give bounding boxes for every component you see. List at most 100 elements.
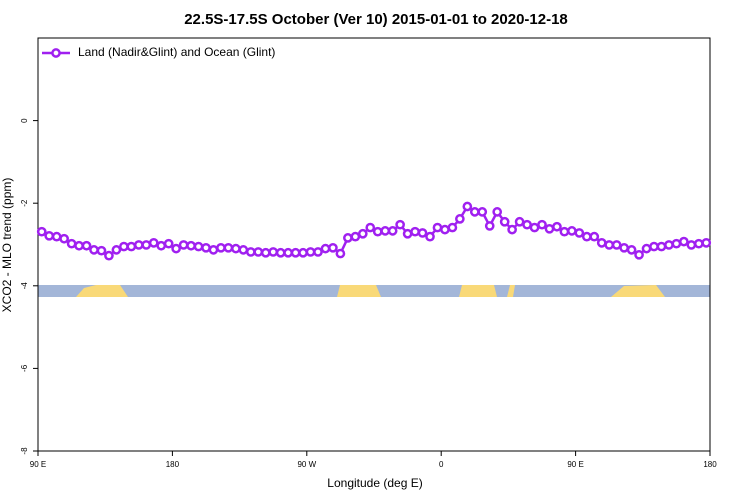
land-strip: [459, 285, 497, 297]
data-point: [567, 226, 577, 236]
legend-marker: [51, 48, 61, 58]
data-point: [492, 207, 503, 217]
data-point: [343, 233, 353, 243]
data-point: [171, 243, 181, 254]
x-tick-label: 180: [166, 460, 180, 469]
land-strip: [337, 285, 381, 297]
data-point: [253, 247, 264, 257]
data-point: [290, 247, 301, 258]
data-point: [156, 240, 167, 251]
data-point: [275, 247, 286, 258]
data-point: [126, 241, 137, 252]
data-point: [238, 245, 249, 255]
x-tick-label: 180: [703, 460, 717, 469]
data-point: [186, 240, 196, 251]
data-point: [664, 240, 674, 250]
data-point: [231, 243, 241, 254]
data-point: [74, 240, 84, 251]
y-tick-label: -8: [20, 447, 29, 455]
x-tick-label: 0: [439, 460, 444, 469]
data-point: [163, 238, 174, 249]
land-strip: [507, 285, 515, 297]
data-point: [365, 222, 376, 233]
data-point: [111, 245, 122, 255]
data-point: [44, 230, 55, 241]
data-point: [425, 231, 435, 242]
data-point: [574, 228, 585, 238]
x-tick-label: 90 W: [297, 460, 316, 469]
data-point: [104, 250, 114, 261]
data-point: [701, 237, 712, 248]
data-point: [36, 226, 47, 237]
x-tick-label: 90 E: [567, 460, 583, 469]
data-point: [410, 226, 420, 237]
data-point: [51, 231, 62, 242]
data-point: [372, 226, 383, 237]
data-point: [335, 248, 346, 259]
data-point: [671, 238, 682, 249]
data-point: [462, 201, 473, 212]
chart-title: 22.5S-17.5S October (Ver 10) 2015-01-01 …: [184, 11, 568, 28]
data-point: [514, 216, 525, 227]
data-point: [679, 236, 689, 247]
data-point: [484, 221, 495, 231]
data-point: [59, 233, 69, 244]
y-tick-label: -4: [20, 282, 29, 290]
data-point: [380, 226, 391, 236]
data-point: [350, 231, 361, 242]
data-point: [402, 228, 413, 239]
data-point: [656, 241, 667, 252]
data-point: [395, 219, 405, 230]
data-point: [559, 226, 570, 237]
y-tick-label: -2: [20, 199, 29, 207]
data-point: [119, 241, 129, 252]
data-point: [686, 240, 697, 250]
data-point: [440, 224, 450, 235]
data-point: [328, 242, 338, 253]
y-axis-label: XCO2 - MLO trend (ppm): [0, 178, 14, 313]
data-point: [66, 238, 77, 249]
data-point: [611, 240, 622, 250]
data-point: [216, 242, 226, 253]
data-point: [604, 240, 615, 250]
data-point: [357, 228, 368, 239]
data-point: [619, 242, 629, 253]
data-point: [581, 231, 592, 242]
data-point: [81, 240, 92, 251]
land-strip: [611, 285, 665, 297]
data-point: [596, 237, 607, 248]
data-point: [387, 226, 398, 236]
data-point: [469, 207, 480, 217]
surface-strip: [38, 285, 710, 297]
data-point: [148, 237, 159, 248]
land-strip: [76, 285, 128, 297]
data-point: [223, 242, 234, 253]
data-point: [141, 240, 152, 250]
data-point: [208, 245, 219, 255]
data-point: [268, 247, 279, 257]
data-point: [529, 222, 540, 233]
data-point: [507, 224, 517, 235]
data-point: [634, 249, 644, 260]
data-point: [89, 245, 99, 255]
data-point: [320, 243, 331, 254]
data-point: [305, 247, 316, 257]
data-point: [298, 247, 308, 258]
data-point: [178, 240, 189, 250]
data-point: [499, 216, 510, 227]
data-point: [641, 243, 652, 254]
data-point: [649, 241, 659, 252]
data-point: [193, 241, 204, 252]
data-point: [447, 222, 458, 233]
y-tick-label: -6: [20, 364, 29, 372]
data-point: [537, 219, 547, 230]
data-point: [417, 228, 428, 238]
data-point: [552, 221, 562, 232]
data-point: [283, 247, 293, 258]
data-point: [245, 247, 256, 257]
y-tick-label: 0: [20, 118, 29, 123]
data-point: [432, 222, 443, 233]
data-point: [260, 247, 271, 258]
data-point: [201, 242, 211, 253]
